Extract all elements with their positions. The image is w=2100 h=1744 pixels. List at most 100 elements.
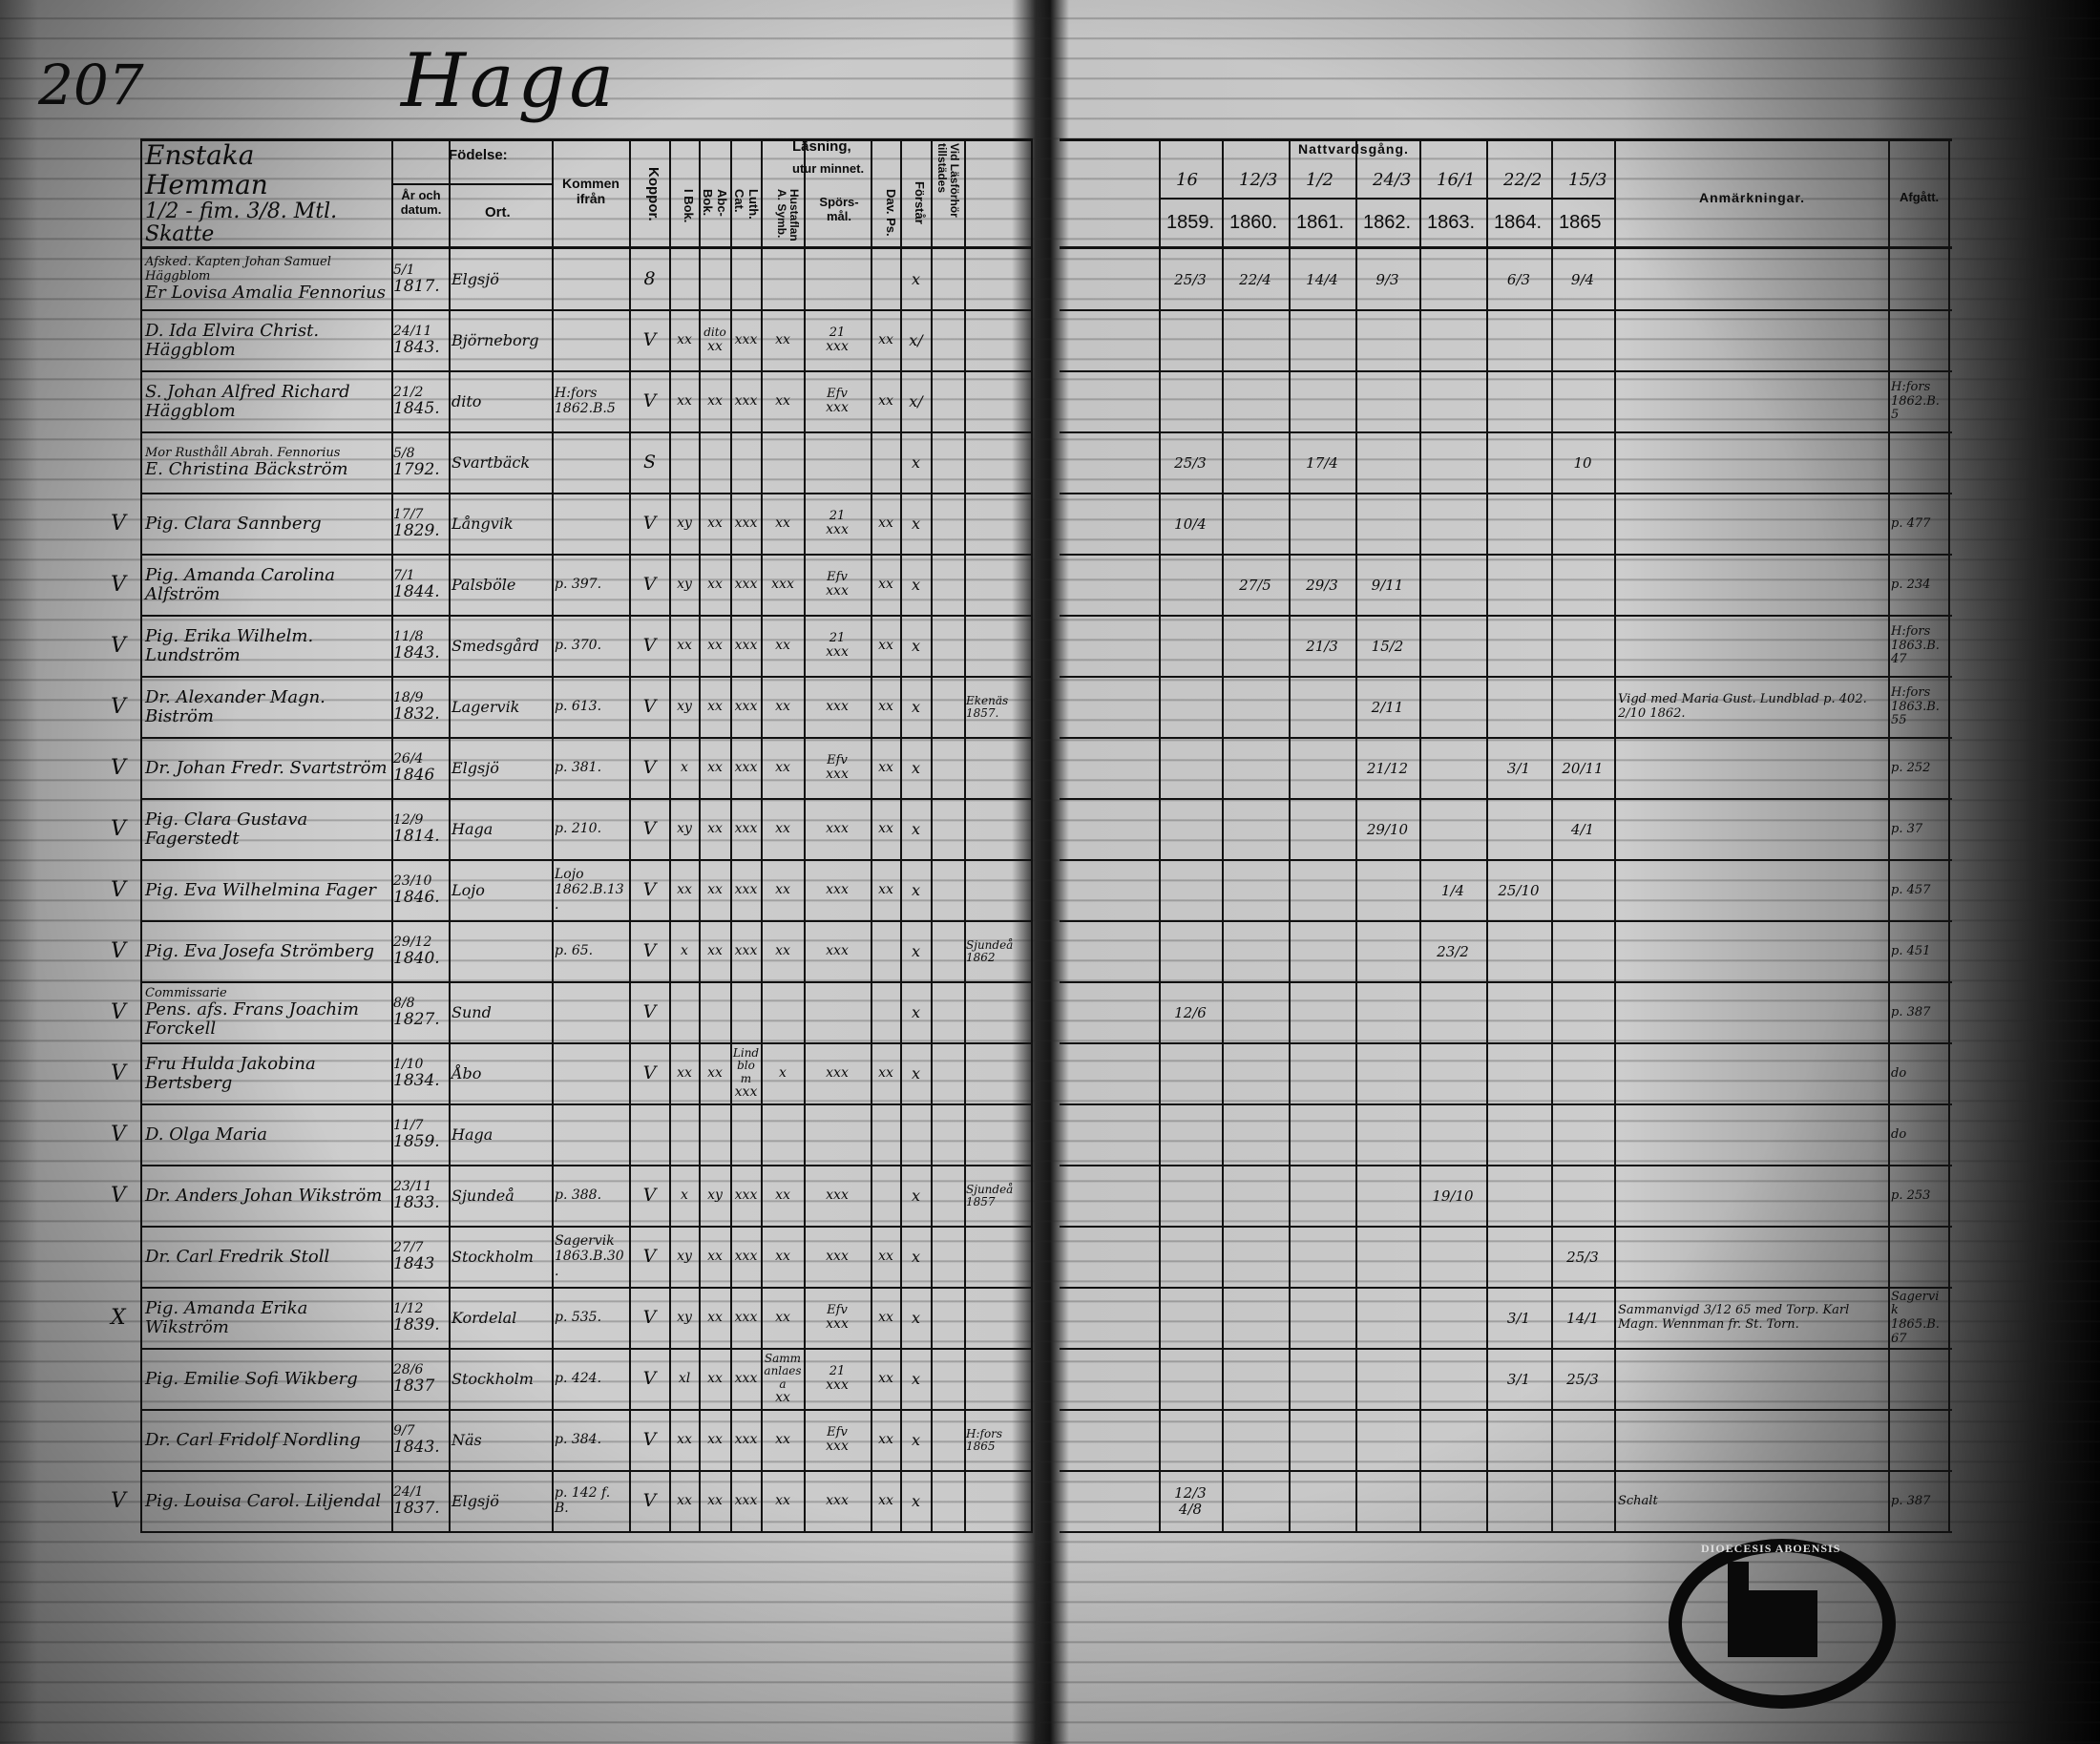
communion-entry: 22/4 <box>1239 270 1271 288</box>
reading-cell: x <box>763 1046 803 1102</box>
birth-place-cell: Åbo <box>452 1046 550 1102</box>
moved-from: Lojo 1862.B.13. <box>555 867 624 913</box>
communion-year-header: 1863. <box>1427 212 1476 233</box>
reading-mark: xx <box>878 1432 893 1448</box>
reading-mark: x <box>681 760 688 776</box>
reading-cell: xy <box>671 1229 698 1285</box>
communion-cell: 21/12 <box>1358 741 1417 796</box>
departure-cell: do <box>1891 1107 1946 1163</box>
moved-from: p. 381. <box>555 760 602 776</box>
column-rule <box>140 138 142 1533</box>
smallpox-cell: V <box>632 619 667 674</box>
birth-place-cell: Smedsgård <box>452 619 550 674</box>
reading-note: Efv <box>827 752 848 767</box>
birth-year: 1840. <box>393 949 440 969</box>
departure-note: p. 252 <box>1891 760 1931 775</box>
birth-date-cell: 1/12 1839. <box>393 1291 447 1346</box>
reading-mark: xx <box>878 638 893 654</box>
birth-day: 28/6 <box>393 1361 424 1377</box>
understanding-cell: x <box>902 1413 930 1468</box>
smallpox-mark: V <box>642 940 657 962</box>
reading-mark: xxx <box>826 1493 849 1509</box>
name-cell: Fru Hulda Jakobina Bertsberg <box>145 1046 388 1102</box>
reading-mark: xxx <box>734 882 758 898</box>
reading-mark: xxx <box>734 1249 758 1265</box>
birth-place-cell: dito <box>452 374 550 430</box>
reading-cell: xxx <box>732 680 760 735</box>
check-mark-cell: V <box>111 741 137 796</box>
communion-cell: 10 <box>1554 435 1611 491</box>
reading-mark: xx <box>878 1065 893 1082</box>
birth-place: Haga <box>452 1125 494 1145</box>
column-rule <box>1355 138 1357 1533</box>
reading-mark: xxx <box>734 1432 758 1448</box>
name-cell: Pig. Amanda Erika Wikström <box>145 1291 388 1346</box>
reading-mark: xxx <box>826 522 849 538</box>
birth-date-cell: 5/1 1817. <box>393 252 447 307</box>
birth-date-cell: 29/12 1840. <box>393 924 447 979</box>
farm-title: Enstaka Hemman <box>145 139 268 201</box>
birth-year: 1827. <box>393 1010 440 1030</box>
reading-cell: xx <box>701 741 729 796</box>
reading-cell: xx <box>872 496 899 552</box>
communion-cell: 29/3 <box>1292 557 1353 613</box>
name-annotation: Mor Rusthåll Abrah. Fennorius <box>145 445 341 460</box>
communion-year-header: 1865 <box>1559 212 1602 233</box>
moved-from-cell: p. 210. <box>555 802 627 857</box>
reading-cell: xx <box>701 1474 729 1529</box>
person-name: Dr. Carl Fridolf Nordling <box>145 1429 361 1450</box>
reading-mark: xx <box>677 332 692 348</box>
reading-mark: xxx <box>734 760 758 776</box>
check-mark: V <box>111 755 126 780</box>
reading-mark: xxx <box>734 1084 758 1101</box>
church-icon <box>1741 1590 1817 1657</box>
understanding-cell: x <box>902 1291 930 1346</box>
check-mark: V <box>111 938 126 963</box>
header-forstar: Förstår <box>913 181 927 224</box>
reading-cell: xx <box>872 1046 899 1102</box>
row-rule <box>1060 920 1952 922</box>
reading-mark: xxx <box>734 332 758 348</box>
understanding-mark: x <box>911 1248 921 1267</box>
reading-note: Efv <box>827 1424 848 1439</box>
name-cell: Pig. Emilie Sofi Wikberg <box>145 1352 388 1407</box>
reading-mark: x <box>779 1065 787 1082</box>
reading-cell: xx <box>872 557 899 613</box>
smallpox-mark: V <box>642 1246 657 1268</box>
row-rule <box>140 1165 1033 1166</box>
reading-cell: xx <box>763 1413 803 1468</box>
moved-from-cell: p. 535. <box>555 1291 627 1346</box>
column-rule <box>1948 138 1950 1533</box>
row-rule <box>140 1287 1033 1289</box>
reading-cell: xx <box>872 374 899 430</box>
smallpox-mark: V <box>642 1429 657 1451</box>
birth-date-cell: 8/8 1827. <box>393 985 447 1040</box>
reading-mark: xx <box>775 699 790 715</box>
moved-from-cell: p. 65. <box>555 924 627 979</box>
moved-from: p. 613. <box>555 699 602 715</box>
reading-cell: xx <box>701 863 729 918</box>
reading-mark: xx <box>707 515 723 532</box>
column-rule <box>449 138 451 1533</box>
moved-from: p. 424. <box>555 1371 602 1387</box>
remark: Sammanvigd 3/12 65 med Torp. Karl Magn. … <box>1618 1303 1850 1332</box>
birth-place-cell: Stockholm <box>452 1352 550 1407</box>
departure-note: do <box>1891 1065 1907 1081</box>
reading-cell: xx <box>763 924 803 979</box>
communion-cell: 21/3 <box>1292 619 1353 674</box>
row-rule <box>140 1226 1033 1228</box>
birth-place-cell: Sund <box>452 985 550 1040</box>
reading-cell: xxx <box>732 802 760 857</box>
communion-cell: 25/3 <box>1554 1229 1611 1285</box>
row-rule <box>1060 431 1952 433</box>
reading-cell: xx <box>872 680 899 735</box>
check-mark-cell: V <box>111 1046 137 1102</box>
departure-cell: p. 451 <box>1891 924 1946 979</box>
birth-place-cell: Långvik <box>452 496 550 552</box>
name-cell: Pig. Eva Josefa Strömberg <box>145 924 388 979</box>
reading-note: 21 <box>829 325 846 340</box>
reading-mark: xx <box>677 1065 692 1082</box>
communion-cell: 25/10 <box>1489 863 1548 918</box>
reading-cell: x <box>671 924 698 979</box>
